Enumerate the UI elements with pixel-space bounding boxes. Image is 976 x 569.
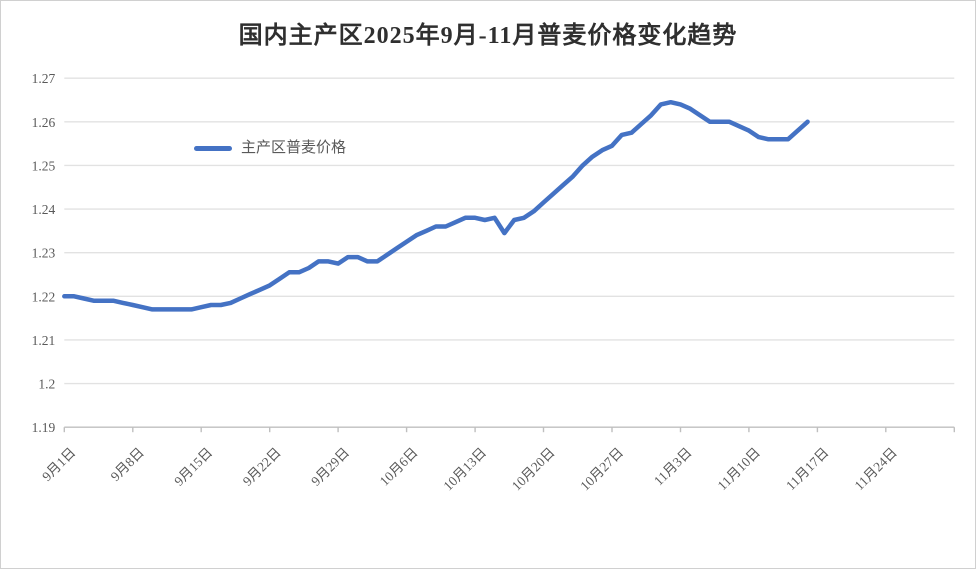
x-axis-tick-label: 11月17日: [783, 445, 831, 493]
y-axis-tick-label: 1.19: [32, 420, 56, 435]
x-axis-tick-label: 10月20日: [509, 445, 558, 494]
x-axis-tick-label: 10月13日: [440, 445, 489, 494]
chart-title: 国内主产区2025年9月-11月普麦价格变化趋势: [238, 23, 738, 49]
y-axis-tick-label: 1.22: [32, 289, 56, 304]
x-axis-tick-label: 9月22日: [240, 445, 284, 489]
legend-series-label: 主产区普麦价格: [241, 140, 347, 156]
x-axis-tick-label: 11月3日: [651, 445, 695, 489]
x-axis-tick-label: 9月1日: [39, 445, 78, 484]
x-axis-tick-label: 10月27日: [577, 445, 626, 494]
x-axis-tick-label: 9月29日: [308, 445, 352, 489]
legend: 主产区普麦价格: [194, 141, 346, 156]
y-axis-tick-label: 1.23: [32, 246, 56, 261]
y-axis-tick-label: 1.24: [32, 202, 56, 217]
x-axis-tick-label: 9月8日: [108, 445, 147, 484]
y-axis-tick-label: 1.27: [32, 71, 56, 86]
legend-line-swatch-icon: [194, 146, 232, 151]
x-axis-tick-label: 11月24日: [851, 445, 899, 493]
x-axis-tick-label: 9月15日: [171, 445, 215, 489]
x-axis-tick-label: 11月10日: [715, 445, 763, 493]
y-axis-tick-label: 1.2: [38, 377, 55, 392]
y-axis-tick-label: 1.26: [32, 115, 56, 130]
x-axis-tick-label: 10月6日: [377, 445, 421, 489]
price-line-series: [62, 99, 810, 312]
y-axis-tick-label: 1.25: [32, 158, 56, 173]
y-axis-tick-label: 1.21: [32, 333, 56, 348]
